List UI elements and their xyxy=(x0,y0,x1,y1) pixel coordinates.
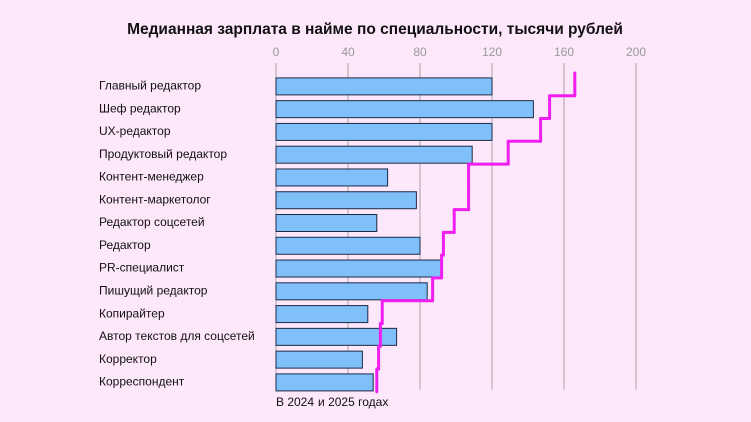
y-tick-label: Пишущий редактор xyxy=(99,283,208,297)
bar xyxy=(275,214,378,233)
bar xyxy=(275,100,534,119)
x-tick-label: 80 xyxy=(413,45,427,59)
y-tick-label: Копирайтер xyxy=(99,306,165,320)
chart-title: Медианная зарплата в найме по специально… xyxy=(127,21,623,38)
x-tick-label: 160 xyxy=(554,45,574,59)
legend-entry: и 2025 годах xyxy=(318,395,388,409)
bar xyxy=(275,327,398,346)
y-tick-label: Редактор соцсетей xyxy=(99,215,205,229)
bar xyxy=(275,122,493,141)
legend-entry: В 2024 xyxy=(276,395,314,409)
bar xyxy=(275,236,421,255)
bar xyxy=(275,350,363,369)
bar xyxy=(275,305,369,324)
x-tick-label: 40 xyxy=(341,45,355,59)
y-tick-label: Продуктовый редактор xyxy=(99,147,227,161)
bars: Главный редактор Шеф редактор UX-редактор П… xyxy=(99,77,534,392)
bar xyxy=(275,282,428,301)
y-tick-label: Корреспондент xyxy=(99,375,185,389)
x-tick-label: 120 xyxy=(482,45,502,59)
x-tick-label: 0 xyxy=(273,45,280,59)
lines xyxy=(375,71,577,394)
x-tick-label: 200 xyxy=(626,45,646,59)
y-tick-label: Главный редактор xyxy=(99,79,201,93)
y-tick-label: Автор текстов для соцсетей xyxy=(99,329,255,343)
y-tick-label: PR-специалист xyxy=(99,261,185,275)
bar xyxy=(275,145,473,164)
y-tick-label: UX-редактор xyxy=(99,124,171,138)
y-tick-label: Контент-маркетолог xyxy=(99,192,211,206)
bar xyxy=(275,77,493,96)
bar xyxy=(275,259,443,278)
bar xyxy=(275,373,374,392)
bar xyxy=(275,191,417,210)
bar xyxy=(275,168,389,187)
y-tick-label: Шеф редактор xyxy=(99,101,181,115)
y-tick-label: Контент-менеджер xyxy=(99,170,204,184)
y-tick-label: Корректор xyxy=(99,352,157,366)
y-tick-label: Редактор xyxy=(99,238,151,252)
grid: 0 40 80 120 160 200 xyxy=(273,45,646,390)
